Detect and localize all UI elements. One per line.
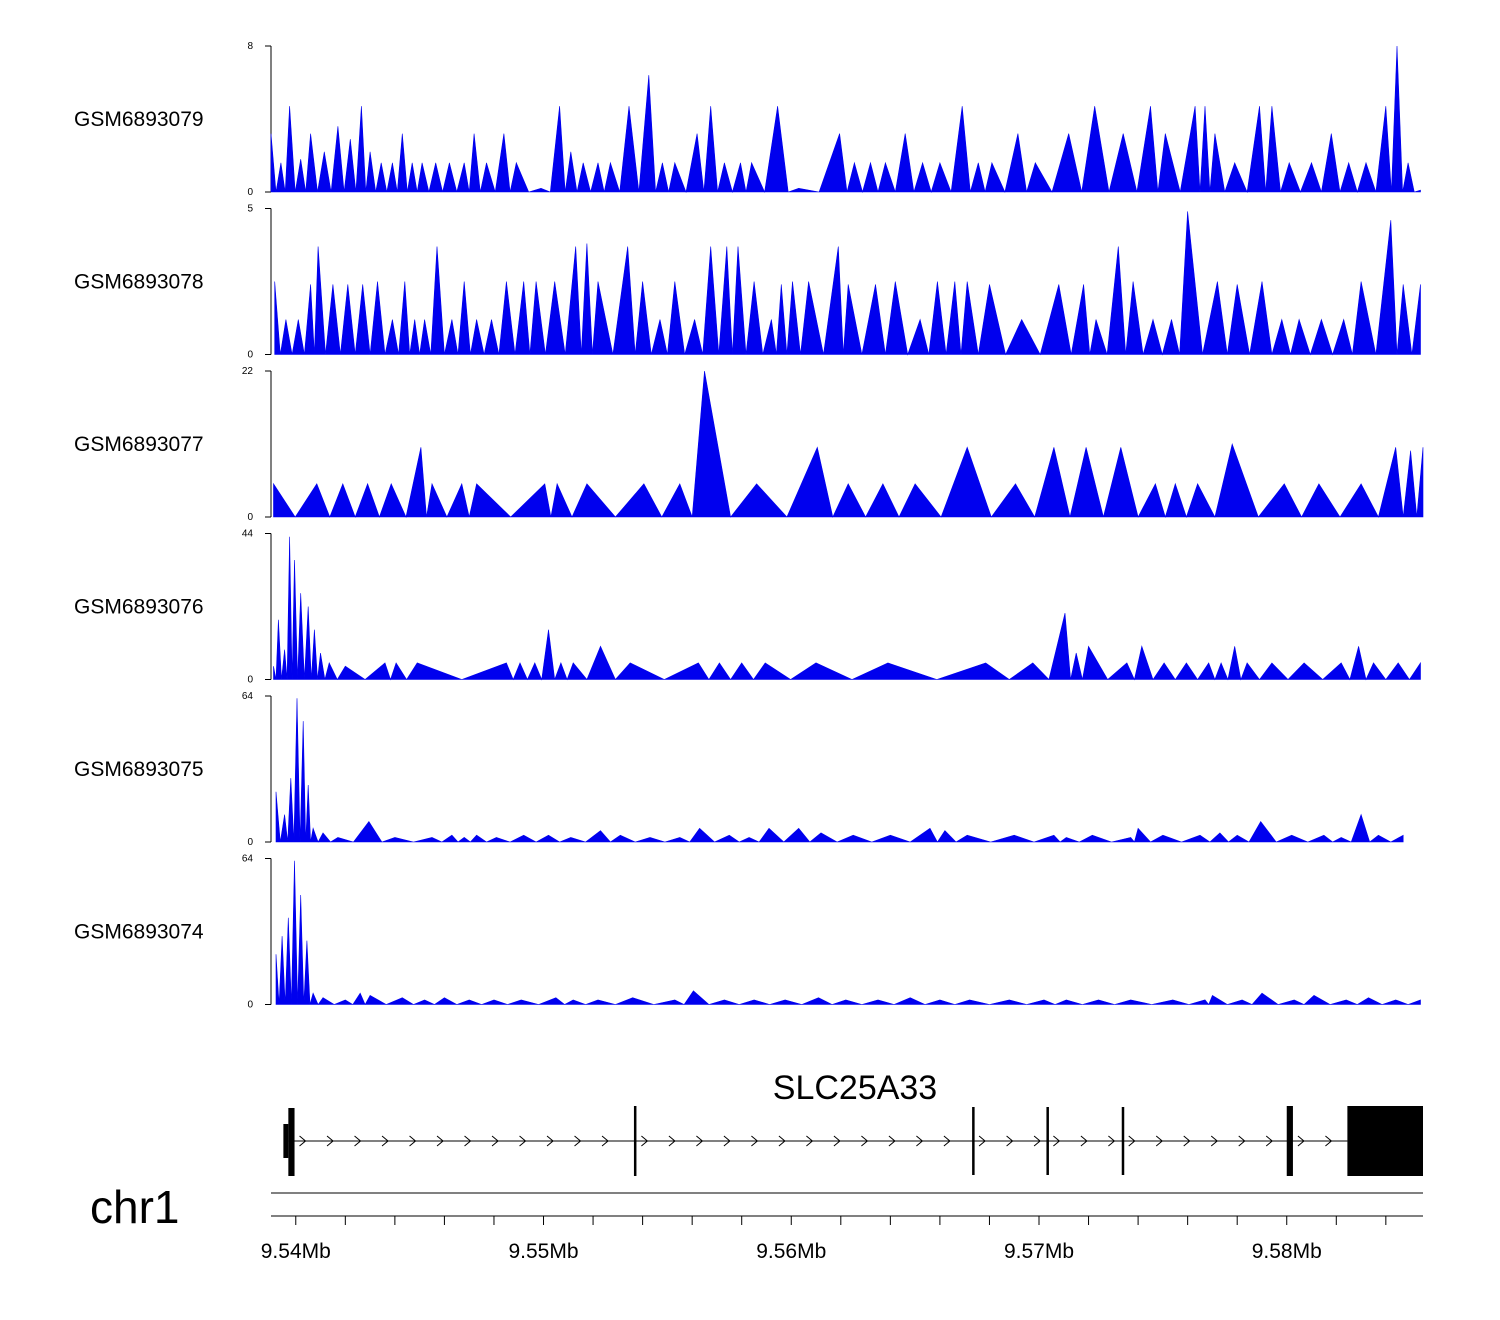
strand-arrow: [464, 1135, 472, 1147]
track-GSM6893077: GSM6893077 22 0: [74, 366, 1424, 523]
strand-arrow: [1080, 1135, 1088, 1147]
y-axis-max-label: 8: [247, 41, 253, 52]
y-axis-min-label: 0: [247, 837, 253, 848]
coverage-tracks: GSM689307980GSM689307850GSM6893077220GSM…: [74, 41, 1424, 1011]
coverage-area: [275, 698, 1404, 843]
strand-arrow: [668, 1135, 676, 1147]
gene-exon: [1046, 1107, 1049, 1175]
gene-exon: [633, 1106, 637, 1176]
strand-arrow: [354, 1135, 362, 1147]
strand-arrow: [916, 1135, 924, 1147]
gene-exon: [972, 1107, 975, 1175]
strand-arrow: [519, 1135, 527, 1147]
strand-arrow: [381, 1135, 389, 1147]
y-axis-max-label: 22: [242, 366, 254, 377]
strand-arrow: [1053, 1135, 1061, 1147]
strand-arrow: [861, 1135, 869, 1147]
track-label: GSM6893078: [74, 271, 204, 294]
axis-tick-label: 9.56Mb: [756, 1240, 826, 1263]
strand-arrow: [723, 1135, 731, 1147]
y-axis-min-label: 0: [247, 512, 253, 523]
coverage-area: [273, 370, 1424, 519]
strand-arrow: [833, 1135, 841, 1147]
strand-arrow: [491, 1135, 499, 1147]
gene-name-label: SLC25A33: [773, 1069, 937, 1107]
track-GSM6893079: GSM6893079 8 0: [74, 41, 1421, 198]
coverage-area: [275, 860, 1421, 1006]
strand-arrow: [1325, 1135, 1333, 1147]
gene-exon: [288, 1108, 295, 1176]
y-axis-max-label: 64: [242, 691, 254, 702]
coverage-area: [274, 211, 1421, 356]
strand-arrow: [806, 1135, 814, 1147]
axis-tick-label: 9.54Mb: [261, 1240, 331, 1263]
strand-arrow: [436, 1135, 444, 1147]
y-axis-min-label: 0: [247, 675, 253, 686]
y-axis-min-label: 0: [247, 187, 253, 198]
track-label: GSM6893075: [74, 758, 204, 781]
strand-arrow: [978, 1135, 986, 1147]
gene-utr: [283, 1124, 289, 1158]
strand-arrow: [1238, 1135, 1246, 1147]
y-axis-max-label: 64: [242, 854, 254, 865]
gene-exon: [1121, 1107, 1125, 1175]
strand-arrow: [1155, 1135, 1164, 1147]
gene-utr: [1361, 1124, 1423, 1159]
axis-tick-label: 9.55Mb: [508, 1240, 578, 1263]
y-axis-max-label: 5: [247, 204, 253, 215]
strand-arrow: [696, 1135, 704, 1147]
strand-arrow: [574, 1135, 582, 1147]
strand-arrow: [641, 1135, 649, 1147]
gene-exon: [1347, 1106, 1354, 1176]
strand-arrow: [1033, 1135, 1041, 1147]
strand-arrow: [778, 1135, 786, 1147]
strand-arrow: [546, 1135, 554, 1147]
chromosome-label: chr1: [90, 1181, 179, 1233]
track-GSM6893075: GSM6893075 64 0: [74, 691, 1404, 848]
gene-exon: [1286, 1106, 1293, 1176]
axis-tick-label: 9.57Mb: [1004, 1240, 1074, 1263]
track-label: GSM6893079: [74, 108, 204, 131]
strand-arrow: [1006, 1135, 1014, 1147]
track-GSM6893078: GSM6893078 5 0: [74, 204, 1421, 361]
strand-arrow: [1128, 1135, 1136, 1147]
strand-arrow: [1183, 1135, 1191, 1147]
strand-arrow: [1297, 1135, 1305, 1147]
strand-arrow: [943, 1135, 951, 1147]
y-axis-min-label: 0: [247, 1000, 253, 1011]
axis-tick-label: 9.58Mb: [1252, 1240, 1322, 1263]
strand-arrow: [601, 1135, 609, 1147]
strand-arrow: [409, 1135, 417, 1147]
genome-axis: chr1 9.54Mb 9.55Mb 9.56Mb 9.57Mb 9.58Mb: [90, 1181, 1423, 1263]
coverage-area: [270, 45, 1421, 194]
gene-annotation-track: SLC25A33: [283, 1069, 1423, 1176]
strand-arrow: [751, 1135, 759, 1147]
y-axis-max-label: 44: [242, 529, 254, 540]
strand-arrow: [1108, 1135, 1116, 1147]
strand-arrow: [1265, 1135, 1274, 1147]
track-GSM6893076: GSM6893076 44 0: [74, 529, 1421, 686]
strand-arrow: [1210, 1135, 1219, 1147]
track-label: GSM6893076: [74, 596, 204, 619]
track-label: GSM6893074: [74, 921, 204, 944]
track-label: GSM6893077: [74, 433, 204, 456]
strand-arrow: [888, 1135, 896, 1147]
coverage-area: [273, 536, 1421, 681]
track-GSM6893074: GSM6893074 64 0: [74, 854, 1421, 1011]
y-axis-min-label: 0: [247, 350, 253, 361]
strand-arrow: [299, 1135, 307, 1147]
strand-arrow: [326, 1135, 334, 1147]
